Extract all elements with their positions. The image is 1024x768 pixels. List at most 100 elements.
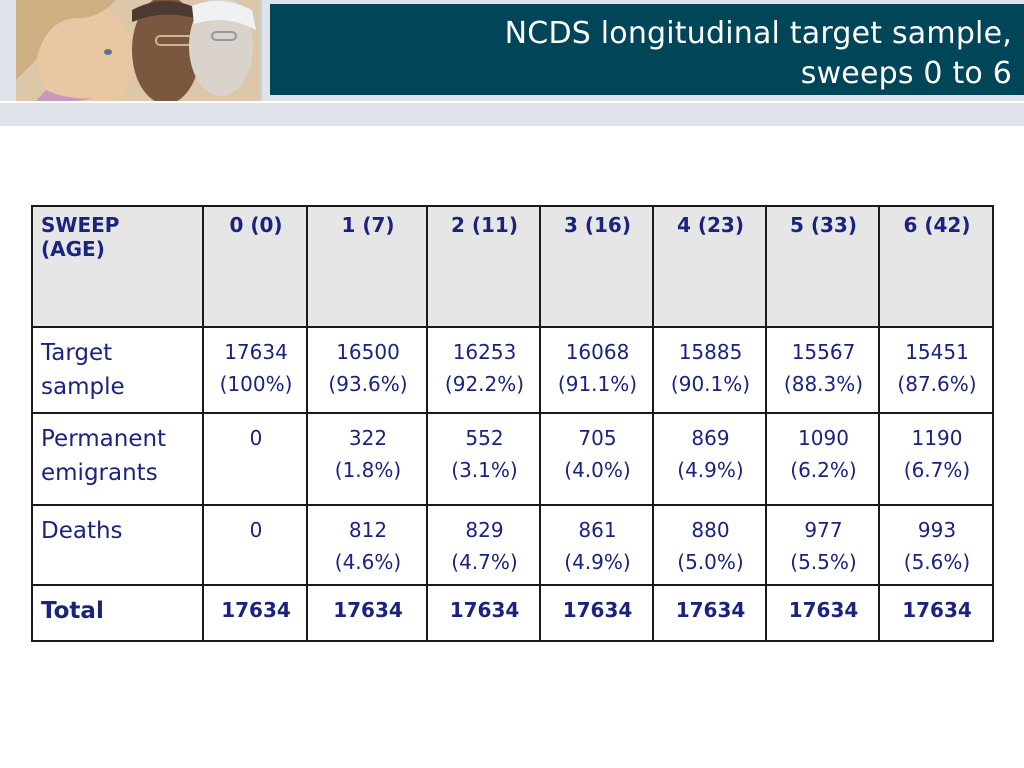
table-cell: 15567 (88.3%) — [765, 326, 880, 414]
table-cell: 17634 — [306, 584, 428, 642]
cell-percent: (93.6%) — [328, 372, 408, 396]
cell-percent: (4.7%) — [451, 550, 518, 574]
cell-count: 17634 — [449, 598, 520, 622]
row-label-line: emigrants — [41, 460, 158, 486]
cell-percent: (6.2%) — [790, 458, 857, 482]
cell-count: 322 — [348, 426, 388, 450]
cell-count: 15567 — [791, 340, 856, 364]
table-cell: 977 (5.5%) — [765, 504, 880, 586]
table-cell: 16500 (93.6%) — [306, 326, 428, 414]
cell-count: 15885 — [678, 340, 743, 364]
cell-count: 829 — [465, 518, 504, 542]
table-cell: 17634 — [765, 584, 880, 642]
cell-percent: (5.6%) — [903, 550, 971, 574]
column-header: 1 (7) — [306, 205, 428, 328]
cell-count: 15451 — [905, 340, 969, 364]
cell-percent: (4.9%) — [564, 550, 631, 574]
table-cell: 1190 (6.7%) — [878, 412, 994, 506]
title-box: NCDS longitudinal target sample, sweeps … — [270, 4, 1024, 95]
cell-percent: (6.7%) — [903, 458, 971, 482]
column-header: 2 (11) — [426, 205, 541, 328]
table-cell: 861 (4.9%) — [539, 504, 654, 586]
table-cell: 869 (4.9%) — [652, 412, 767, 506]
header-row: SWEEP (AGE) 0 (0) 1 (7) 2 (11) 3 (16) 4 … — [31, 205, 994, 328]
cell-count: 17634 — [675, 598, 746, 622]
table-cell: 17634 (100%) — [202, 326, 308, 414]
table-row-target-sample: Target sample 17634 (100%) 16500 (93.6%) 1… — [31, 326, 994, 414]
cell-count: 812 — [348, 518, 388, 542]
cell-count: 17634 — [562, 598, 633, 622]
column-header: 3 (16) — [539, 205, 654, 328]
column-header: 0 (0) — [202, 205, 308, 328]
table-cell: 829 (4.7%) — [426, 504, 541, 586]
cell-percent: (87.6%) — [897, 372, 977, 396]
column-header: 5 (33) — [765, 205, 880, 328]
row-header-line: (AGE) — [41, 237, 105, 261]
row-label-line: Deaths — [41, 518, 123, 544]
table-cell: 16068 (91.1%) — [539, 326, 654, 414]
table-cell: 17634 — [426, 584, 541, 642]
cell-count: 16253 — [452, 340, 517, 364]
table-cell: 0 — [202, 412, 308, 506]
table-cell: 15451 (87.6%) — [878, 326, 994, 414]
cell-percent: (4.0%) — [564, 458, 631, 482]
cell-percent: (100%) — [219, 372, 293, 396]
cell-count: 17634 — [221, 598, 291, 622]
row-label-line: Total — [41, 598, 104, 624]
cell-percent: (92.2%) — [444, 372, 525, 396]
cell-percent: (90.1%) — [670, 372, 751, 396]
row-label: Permanent emigrants — [31, 412, 204, 506]
cell-count: 17634 — [224, 340, 288, 364]
table-cell: 993 (5.6%) — [878, 504, 994, 586]
cell-count: 880 — [691, 518, 730, 542]
column-header: 6 (42) — [878, 205, 994, 328]
header-divider — [0, 101, 1024, 103]
page-title: NCDS longitudinal target sample, sweeps … — [504, 16, 1012, 91]
cell-count: 1190 — [911, 426, 963, 450]
table-cell: 17634 — [202, 584, 308, 642]
target-sample-table: SWEEP (AGE) 0 (0) 1 (7) 2 (11) 3 (16) 4 … — [31, 205, 994, 642]
cell-count: 861 — [578, 518, 617, 542]
table-cell: 552 (3.1%) — [426, 412, 541, 506]
cell-percent: (1.8%) — [334, 458, 402, 482]
table-row-deaths: Deaths 0 812 (4.6%) 829 (4.7%) 861 (4.9%) 8… — [31, 504, 994, 586]
row-label-line: sample — [41, 374, 125, 400]
table-row-permanent-emigrants: Permanent emigrants 0 322 (1.8%) 552 (3.1%… — [31, 412, 994, 506]
cell-percent: (4.6%) — [334, 550, 402, 574]
cell-count: 705 — [578, 426, 617, 450]
cell-count: 977 — [804, 518, 843, 542]
cell-count: 0 — [249, 518, 263, 542]
table-cell: 322 (1.8%) — [306, 412, 428, 506]
row-label: Target sample — [31, 326, 204, 414]
cell-count: 869 — [691, 426, 730, 450]
table-cell: 1090 (6.2%) — [765, 412, 880, 506]
table-cell: 0 — [202, 504, 308, 586]
cell-count: 17634 — [902, 598, 972, 622]
cell-count: 1090 — [798, 426, 849, 450]
cell-percent: (5.0%) — [677, 550, 744, 574]
cell-count: 17634 — [788, 598, 859, 622]
cell-percent: (88.3%) — [783, 372, 864, 396]
table-cell: 17634 — [539, 584, 654, 642]
cell-count: 17634 — [333, 598, 403, 622]
table-cell: 705 (4.0%) — [539, 412, 654, 506]
cell-percent: (3.1%) — [451, 458, 518, 482]
cell-percent: (91.1%) — [557, 372, 638, 396]
cell-count: 16500 — [336, 340, 400, 364]
row-label: Total — [31, 584, 204, 642]
header-photo — [16, 0, 262, 101]
cell-percent: (4.9%) — [677, 458, 744, 482]
table-cell: 15885 (90.1%) — [652, 326, 767, 414]
row-header-cell: SWEEP (AGE) — [31, 205, 204, 328]
cell-count: 993 — [917, 518, 957, 542]
row-label-line: Target — [41, 340, 113, 366]
table-cell: 17634 — [878, 584, 994, 642]
table-cell: 880 (5.0%) — [652, 504, 767, 586]
table-cell: 17634 — [652, 584, 767, 642]
row-label: Deaths — [31, 504, 204, 586]
cell-count: 16068 — [565, 340, 630, 364]
cell-count: 0 — [249, 426, 263, 450]
table-cell: 812 (4.6%) — [306, 504, 428, 586]
row-label-line: Permanent — [41, 426, 167, 452]
row-header-line: SWEEP — [41, 213, 120, 237]
